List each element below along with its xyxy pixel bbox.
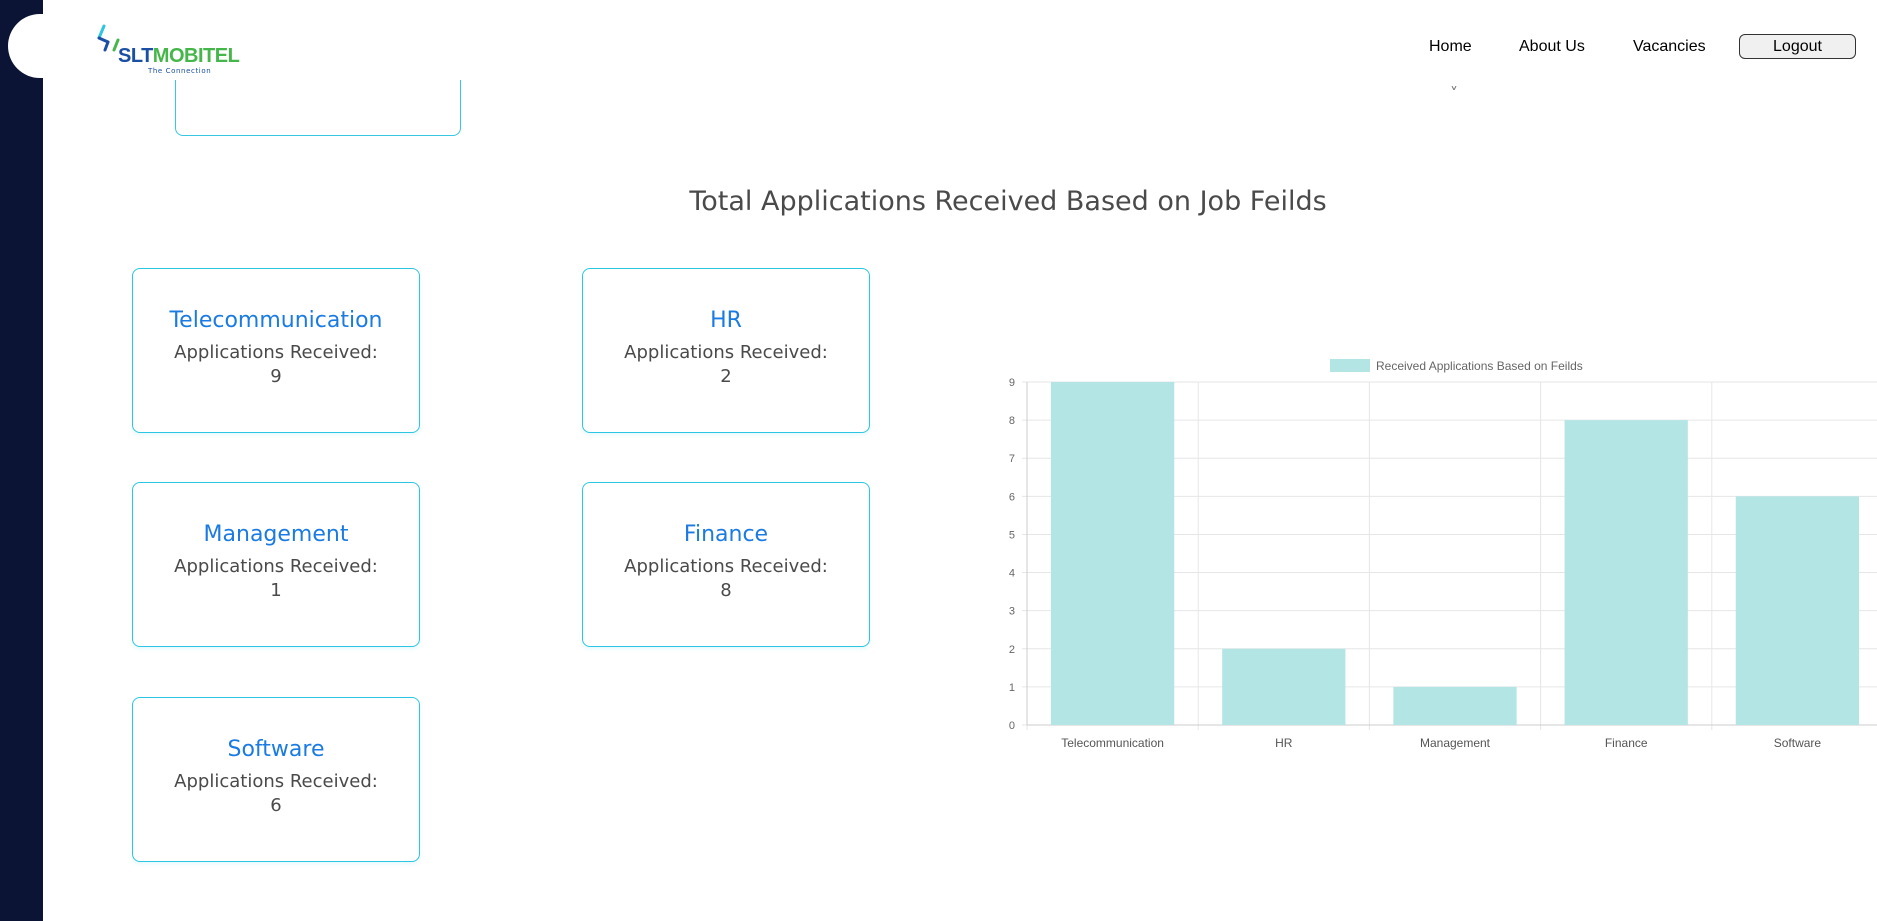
logo-mark-icon — [97, 24, 120, 52]
card-count: 9 — [270, 366, 282, 387]
y-tick-label: 0 — [1009, 720, 1015, 732]
navbar: SLTMOBITEL The Connection Home About Us … — [8, 14, 1862, 78]
card-partial-top — [175, 80, 461, 136]
y-tick-label: 9 — [1009, 377, 1015, 389]
card-title: HR — [710, 308, 742, 333]
section-title: Total Applications Received Based on Job… — [689, 186, 1327, 217]
card-count: 8 — [720, 580, 732, 601]
y-tick-label: 8 — [1009, 415, 1015, 427]
logout-button[interactable]: Logout — [1739, 34, 1856, 59]
card-title: Software — [227, 737, 325, 762]
stray-text-fragment — [1451, 86, 1457, 90]
x-tick-label: Telecommunication — [1061, 736, 1164, 750]
chart-svg: 0 1 2 3 4 5 6 7 8 9 Telecommunication HR Management F… — [1009, 359, 1877, 750]
field-card-software: Software Applications Received: 6 — [132, 697, 420, 862]
field-card-telecommunication: Telecommunication Applications Received:… — [132, 268, 420, 433]
card-label: Applications Received: — [174, 556, 378, 577]
y-tick-label: 2 — [1009, 644, 1015, 656]
y-tick-label: 3 — [1009, 606, 1015, 618]
card-count: 2 — [720, 366, 732, 387]
legend-label: Received Applications Based on Feilds — [1376, 359, 1583, 373]
logo-tagline: The Connection — [148, 67, 212, 75]
y-tick-label: 7 — [1009, 453, 1015, 465]
field-card-finance: Finance Applications Received: 8 — [582, 482, 870, 647]
card-label: Applications Received: — [624, 342, 828, 363]
card-label: Applications Received: — [624, 556, 828, 577]
y-tick-label: 6 — [1009, 491, 1015, 503]
brand-logo[interactable]: SLTMOBITEL The Connection — [88, 22, 258, 75]
bar-software — [1735, 496, 1860, 725]
bar-finance — [1564, 420, 1688, 725]
nav-about-link[interactable]: About Us — [1519, 38, 1585, 55]
x-tick-label: HR — [1275, 736, 1293, 750]
card-label: Applications Received: — [174, 342, 378, 363]
card-title: Finance — [683, 522, 769, 547]
bar-telecommunication — [1050, 382, 1175, 725]
card-count: 6 — [270, 795, 282, 816]
card-title: Management — [203, 522, 349, 547]
card-label: Applications Received: — [174, 771, 378, 792]
legend-swatch — [1330, 359, 1370, 372]
card-count: 1 — [270, 580, 282, 601]
y-tick-label: 5 — [1009, 529, 1015, 541]
bar-management — [1393, 686, 1517, 725]
nav-home-link[interactable]: Home — [1429, 38, 1472, 55]
nav-vacancies-link[interactable]: Vacancies — [1633, 38, 1706, 55]
applications-bar-chart: 0 1 2 3 4 5 6 7 8 9 Telecommunication HR Management F… — [983, 350, 1877, 760]
card-title: Telecommunication — [169, 308, 383, 333]
x-tick-label: Management — [1420, 736, 1491, 750]
y-tick-label: 4 — [1009, 568, 1015, 580]
x-tick-label: Finance — [1605, 736, 1648, 750]
field-card-management: Management Applications Received: 1 — [132, 482, 420, 647]
y-tick-label: 1 — [1009, 682, 1015, 694]
x-tick-label: Software — [1774, 736, 1822, 750]
logo-wordmark: SLTMOBITEL — [118, 45, 240, 67]
field-card-hr: HR Applications Received: 2 — [582, 268, 870, 433]
bar-hr — [1222, 648, 1346, 725]
main-content: Total Applications Received Based on Job… — [43, 0, 1877, 921]
